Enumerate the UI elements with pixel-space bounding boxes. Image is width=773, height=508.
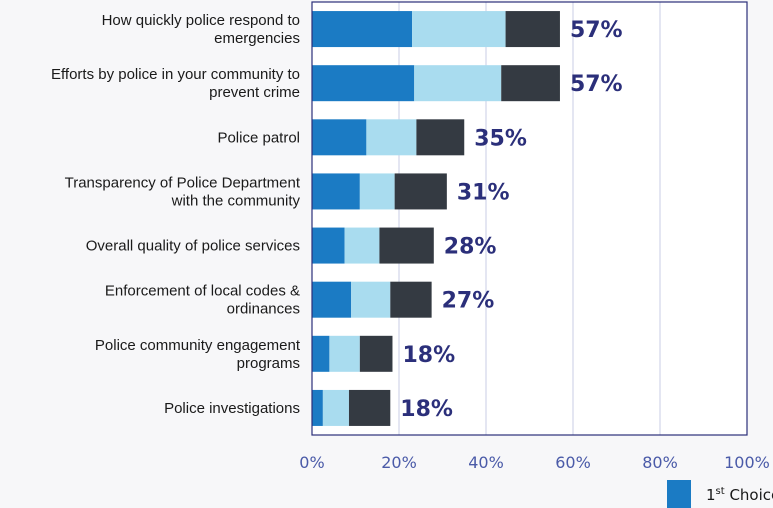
bar-segment [351,281,391,318]
x-axis-ticks: 0% 20% 40% 60% 80% 100% [299,453,770,472]
bar-segment [501,65,560,102]
bar-segment [416,119,465,156]
total-label: 28% [444,235,497,260]
category-label: Overall quality of police services [86,238,300,255]
bar-segment [312,173,360,210]
bar-segment [312,119,367,156]
total-label: 27% [442,289,495,314]
bar-segment [394,173,447,210]
bar-segment [379,227,434,264]
x-tick-label: 80% [642,453,678,472]
bar-segment [414,65,502,102]
bar-segment [312,281,352,318]
category-label: Transparency of Police Department with th… [65,174,301,209]
bar-segment [322,389,349,426]
plot-frame [311,1,748,436]
bar-segment [312,335,330,372]
total-labels: 57% 57% 35% 31% 28% 27% 18% 18% [400,18,622,422]
category-label: Police investigations [164,400,300,417]
bar-segment [344,227,380,264]
bar-segment [312,11,413,48]
bar-segment [348,389,391,426]
bar-segment [312,227,345,264]
x-tick-label: 60% [555,453,591,472]
bar-segment [412,11,506,48]
total-label: 18% [402,343,455,368]
bar-segment [366,119,417,156]
total-label: 35% [474,126,527,151]
x-tick-label: 40% [468,453,504,472]
category-labels: How quickly police respond to emergencies… [51,12,301,417]
bars [312,11,560,426]
bar-segment [390,281,432,318]
bar-segment [312,65,415,102]
category-label: Police patrol [217,129,300,146]
total-label: 31% [457,180,510,205]
category-label: How quickly police respond to emergencies [102,12,300,47]
bar-segment [329,335,360,372]
total-label: 57% [570,18,623,43]
x-tick-label: 0% [299,453,324,472]
bar-segment [359,173,395,210]
bar-segment [505,11,560,48]
category-label: Police community engagement programs [95,337,301,372]
bar-segment [312,389,323,426]
x-tick-label: 20% [381,453,417,472]
legend-swatch [667,480,691,508]
category-label: Efforts by police in your community to pr… [51,66,300,101]
legend: 1st Choice [667,480,773,508]
category-label: Enforcement of local codes & ordinances [105,283,300,318]
total-label: 57% [570,72,623,97]
x-tick-label: 100% [724,453,770,472]
legend-label: 1st Choice [706,486,773,504]
total-label: 18% [400,397,453,422]
bar-segment [359,335,393,372]
